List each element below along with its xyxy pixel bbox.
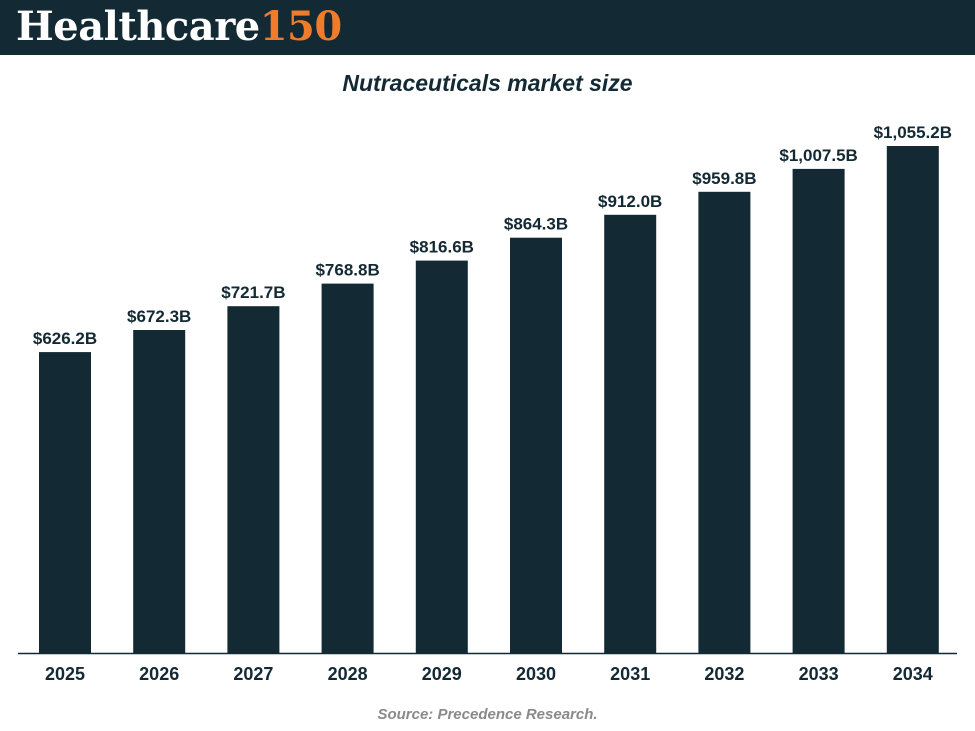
bar-2030[interactable] [510, 237, 562, 653]
data-label-2034: $1,055.2B [874, 123, 952, 142]
bar-2033[interactable] [792, 168, 845, 653]
x-tick-2028: 2028 [328, 664, 368, 684]
data-label-2026: $672.3B [127, 307, 191, 326]
data-label-2031: $912.0B [598, 192, 662, 211]
x-tick-2029: 2029 [422, 664, 462, 684]
brand-logo-number: 150 [259, 3, 343, 50]
bar-2025[interactable] [39, 352, 91, 653]
x-tick-2034: 2034 [893, 664, 933, 684]
data-label-2027: $721.7B [221, 283, 285, 302]
x-tick-2031: 2031 [610, 664, 650, 684]
x-tick-2032: 2032 [704, 664, 744, 684]
source-note: Source: Precedence Research. [377, 706, 598, 723]
data-label-2033: $1,007.5B [779, 146, 857, 165]
bar-2032[interactable] [698, 191, 751, 654]
bar-chart: $626.2B 2025 $672.3B 2026 $721.7B 2027 $768.8B… [18, 123, 957, 684]
bar-2026[interactable] [133, 330, 186, 653]
data-label-2032: $959.8B [692, 169, 756, 188]
data-label-2030: $864.3B [504, 215, 568, 234]
x-tick-2025: 2025 [45, 664, 85, 684]
bar-2029[interactable] [415, 260, 468, 653]
bar-2028[interactable] [321, 283, 374, 653]
x-tick-2026: 2026 [139, 664, 179, 684]
bar-2034[interactable] [886, 146, 939, 653]
chart-title: Nutraceuticals market size [342, 70, 633, 96]
data-label-2028: $768.8B [315, 261, 379, 280]
x-tick-2030: 2030 [516, 664, 556, 684]
x-tick-2033: 2033 [799, 664, 839, 684]
bar-2031[interactable] [604, 214, 657, 654]
header-bar: Healthcare150 [0, 0, 975, 55]
bar-2027[interactable] [227, 306, 280, 653]
brand-logo[interactable]: Healthcare150 [16, 2, 342, 52]
x-tick-2027: 2027 [233, 664, 273, 684]
brand-logo-word: Healthcare [16, 3, 260, 50]
data-label-2025: $626.2B [33, 329, 97, 348]
data-label-2029: $816.6B [410, 238, 474, 257]
